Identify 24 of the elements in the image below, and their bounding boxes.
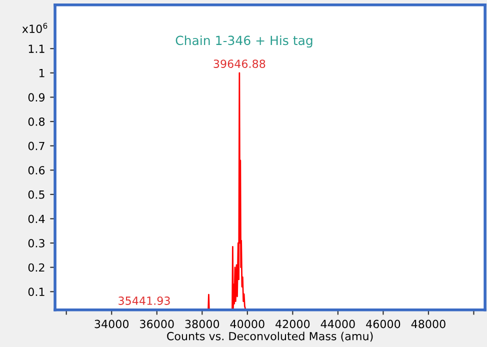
y-tick-label: 0.9 bbox=[28, 93, 45, 102]
x-tick-label: 44000 bbox=[320, 320, 355, 328]
y-tick-label: 1 bbox=[39, 69, 44, 78]
annotation: Chain 1-346 + His tag bbox=[176, 35, 312, 48]
y-tick-label: 1.1 bbox=[28, 44, 44, 53]
y-tick-label: 0.5 bbox=[28, 190, 44, 199]
y-tick-label: 0.7 bbox=[28, 142, 44, 150]
x-tick-label: 40000 bbox=[230, 320, 264, 328]
annotation: 39646.88 bbox=[214, 60, 266, 68]
x-tick-label: 48000 bbox=[411, 320, 446, 328]
y-tick-label: 0.1 bbox=[28, 288, 44, 296]
annotation: 35441.93 bbox=[118, 296, 170, 305]
y-tick-label: 0.2 bbox=[28, 263, 44, 272]
y-axis-title: x10$^{6}$ bbox=[22, 22, 48, 34]
x-tick-label: 38000 bbox=[185, 320, 220, 328]
x-tick-label: 42000 bbox=[276, 320, 310, 328]
x-tick-label: 46000 bbox=[366, 320, 400, 328]
x-tick-label: 36000 bbox=[140, 320, 174, 328]
y-tick-label: 0.4 bbox=[28, 214, 45, 224]
y-tick-label: 0.6 bbox=[28, 166, 45, 175]
x-axis-title: Counts vs. Deconvoluted Mass (amu) bbox=[167, 332, 373, 342]
y-tick-label: 0.3 bbox=[28, 239, 44, 248]
y-tick-label: 0.8 bbox=[28, 117, 45, 126]
x-tick-label: 34000 bbox=[94, 320, 129, 328]
